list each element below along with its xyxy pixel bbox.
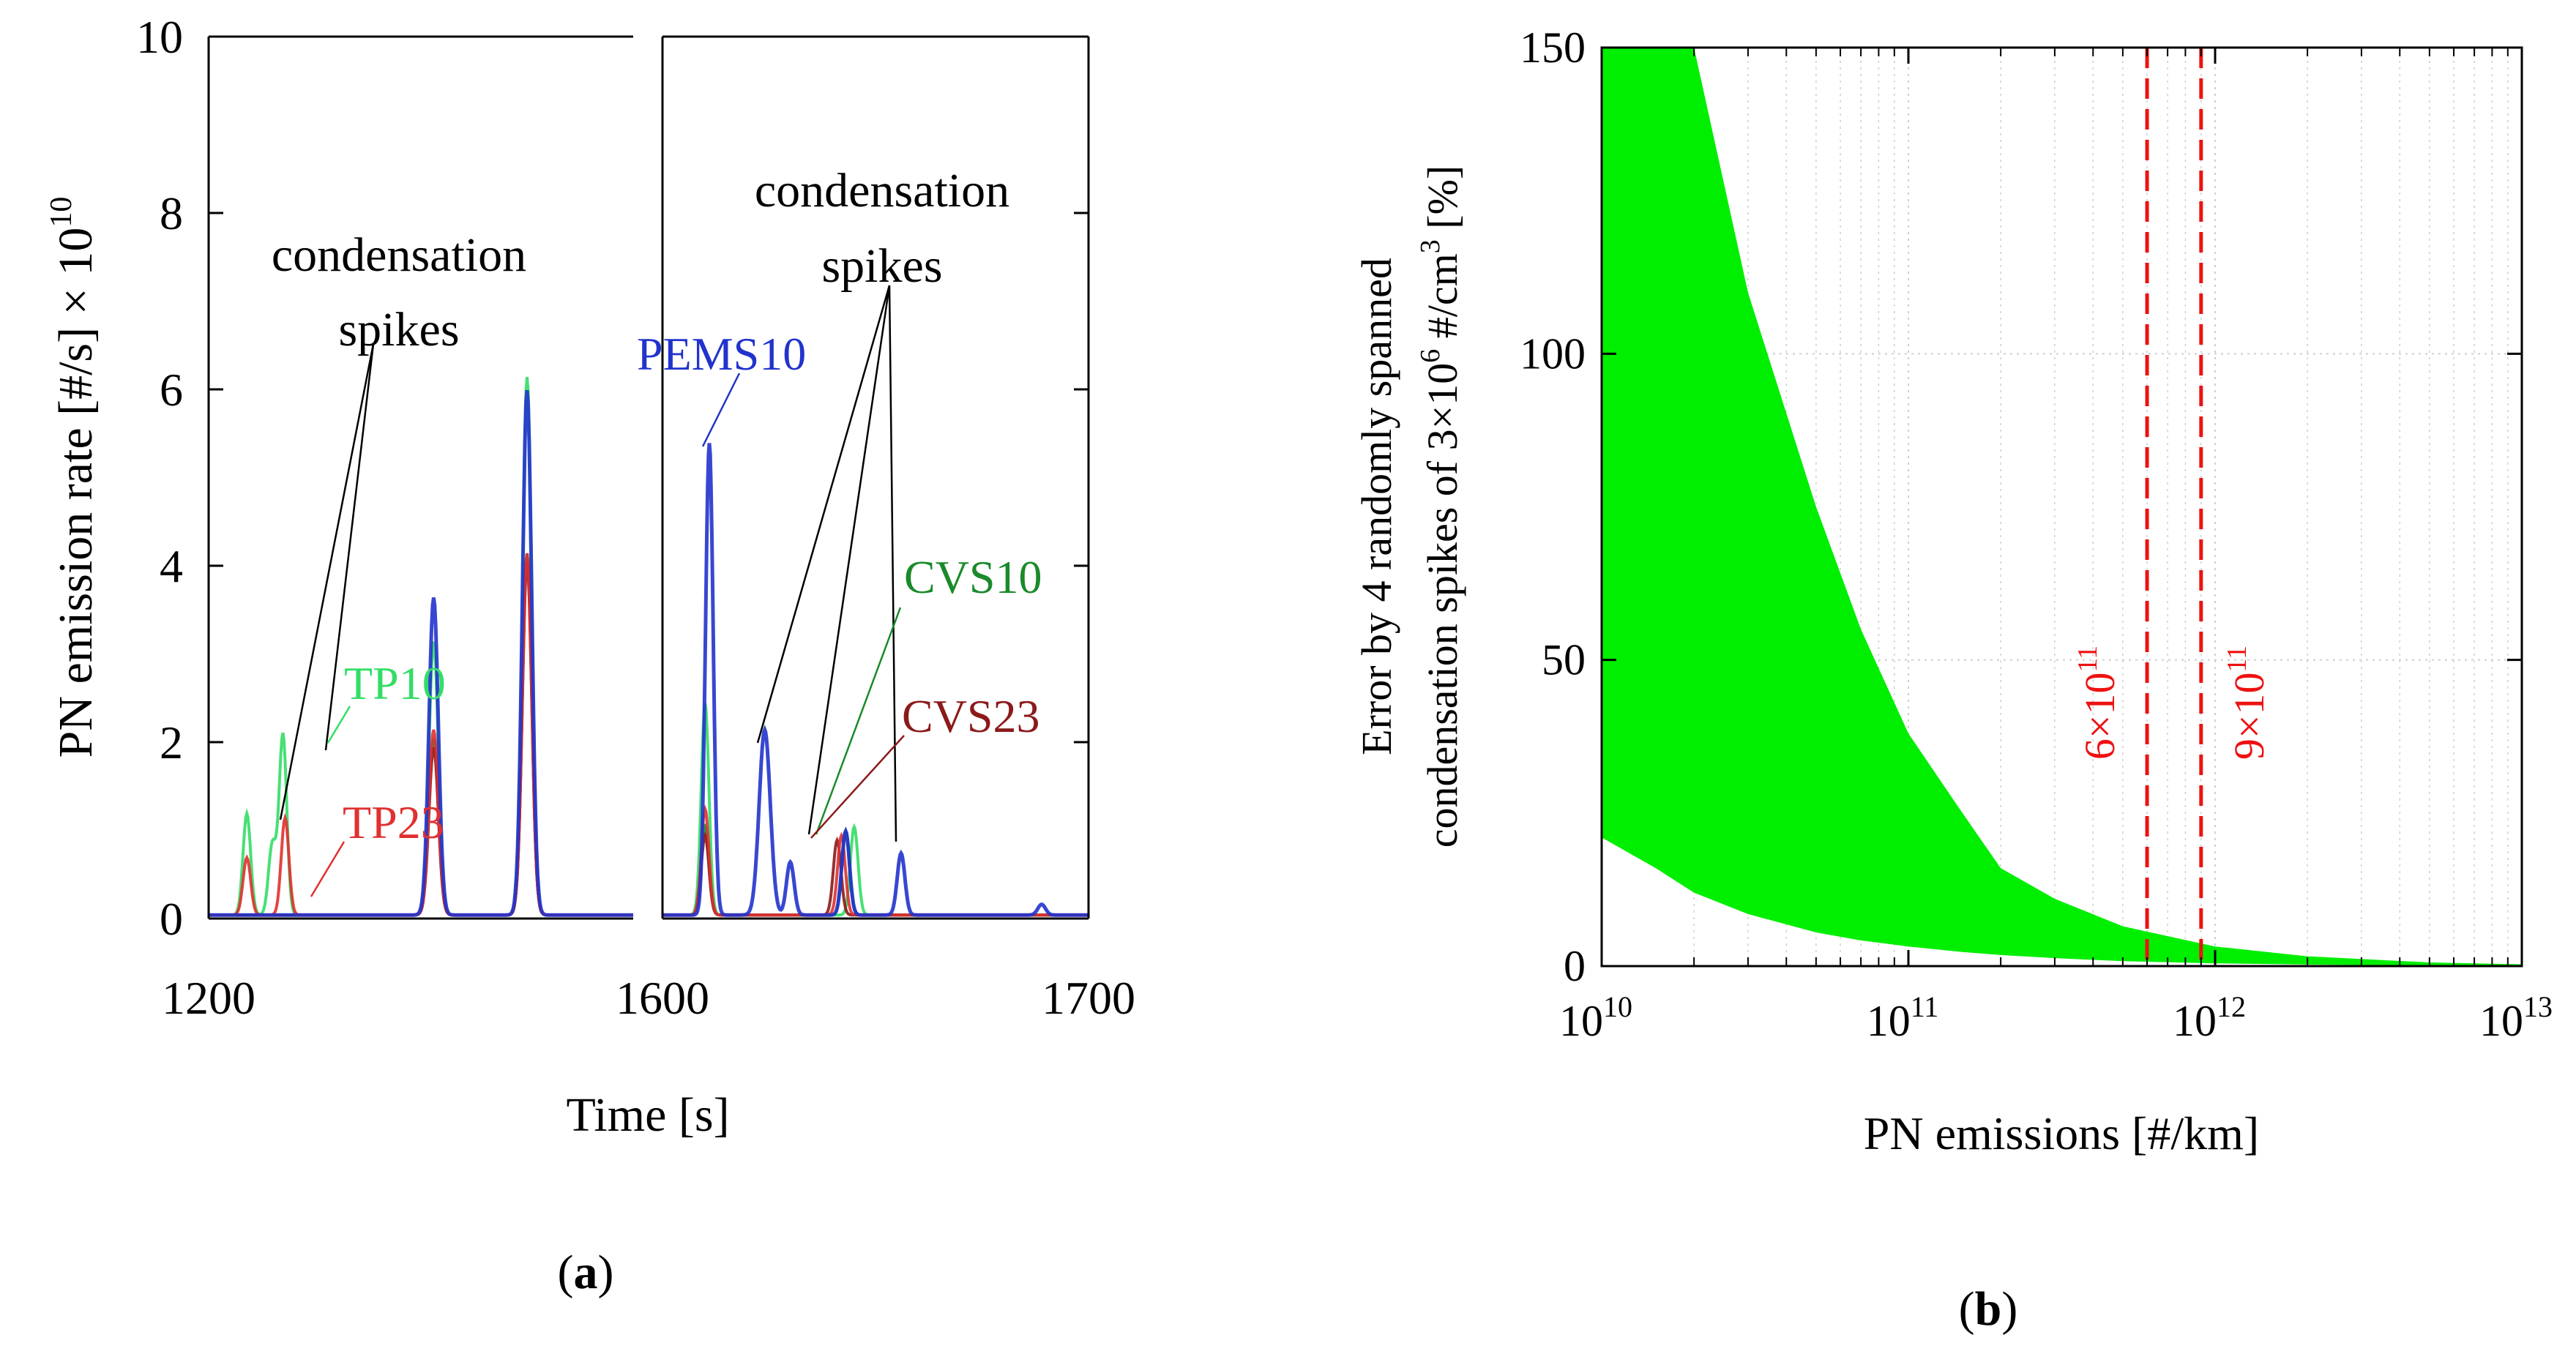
series-line-cvs10 (209, 553, 633, 917)
panel-a-ytick-label: 2 (160, 717, 183, 768)
panel-a-annotation-lines (279, 285, 897, 842)
panel-a-chart: 0 2 4 6 8 10 1200 1600 1700 Time [s] PN emiss… (45, 11, 1135, 1299)
error-band-area (1602, 48, 2522, 966)
series-line-cvs23 (662, 831, 1088, 917)
panel-a-x-label: Time [s] (566, 1088, 729, 1142)
panel-a-y-label: PN emission rate [#/s] × 1010 (45, 197, 102, 758)
left-spike-pointer-2 (324, 343, 375, 751)
right-spike-pointer-1 (756, 285, 891, 744)
panel-b-x-label: PN emissions [#/km] (1864, 1107, 2259, 1159)
panel-b-xtick-label: 1010 (1559, 990, 1632, 1045)
panel-b-ytick-label: 100 (1520, 329, 1586, 378)
panel-b-y-label-line2-group: condensation spikes of 3×106 #/cm3 [%] (1415, 165, 1466, 848)
panel-a-xtick-1600: 1600 (616, 972, 709, 1024)
reference-line-label-group: 6×1011 (2072, 646, 2124, 760)
panel-a-series-group (209, 376, 1088, 917)
reference-line-label-2: 9×1011 (2222, 646, 2273, 760)
series-line-tp23 (209, 553, 633, 917)
panel-a-xtick-1200: 1200 (162, 972, 255, 1024)
panel-b-xtick-label: 1013 (2479, 990, 2553, 1045)
right-annotation-line2: spikes (822, 239, 943, 293)
panel-b-y-label-line1: Error by 4 randomly spanned (1353, 258, 1400, 755)
panel-b-y-label-line2: condensation spikes of 3×106 #/cm3 [%] (1415, 165, 1466, 848)
series-line-pems10 (209, 389, 633, 917)
panel-a-y-ticks: 0 2 4 6 8 10 (136, 11, 1090, 945)
panel-b-xtick-base: 10 (2479, 997, 2523, 1045)
panel-a-ytick-label: 4 (160, 540, 183, 592)
series-line-tp23 (662, 804, 1088, 917)
pems10-pointer (701, 373, 741, 447)
panel-b-label: (b) (1959, 1282, 2018, 1336)
panel-b-xtick-base: 10 (2173, 997, 2217, 1045)
panel-b-xtick-exp: 11 (1911, 990, 1939, 1023)
panel-b-y-label-line1-group: Error by 4 randomly spanned (1353, 258, 1400, 755)
left-annotation-line1: condensation (272, 228, 526, 282)
panel-a-ytick-label: 10 (136, 11, 183, 63)
panel-a-label: (a) (558, 1246, 614, 1299)
series-line-cvs10 (662, 823, 1088, 917)
panel-b-y-ticks: 0 50 100 150 (1520, 23, 2522, 990)
reference-line-label-1: 6×1011 (2072, 646, 2124, 760)
panel-b-xtick-exp: 10 (1603, 990, 1632, 1023)
panel-b-ytick-label: 150 (1520, 23, 1586, 72)
series-line-pems10 (662, 443, 1088, 917)
panel-b-frame (1600, 46, 2523, 968)
pems10-label: PEMS10 (637, 328, 806, 380)
left-annotation-line2: spikes (339, 303, 460, 356)
cvs23-pointer (810, 735, 905, 839)
panel-b-xtick-base: 10 (1867, 997, 1911, 1045)
panel-b-ytick-label: 50 (1542, 636, 1586, 684)
panel-b-xtick-exp: 13 (2523, 990, 2553, 1023)
reference-line-label-group: 9×1011 (2222, 646, 2273, 760)
left-spike-pointer-1 (279, 343, 375, 820)
reference-line-label-exp: 11 (2072, 646, 2103, 673)
panel-a-label-pointers (310, 373, 905, 897)
series-line-cvs23 (209, 561, 633, 917)
panel-b-x-ticks: 1010 1011 1012 1013 (1559, 48, 2553, 1045)
tp23-pointer (310, 841, 346, 897)
panel-a-ytick-label: 6 (160, 364, 183, 416)
panel-b-xtick-exp: 12 (2217, 990, 2246, 1023)
tp10-label: TP10 (344, 657, 446, 709)
panel-a-y-label-group: PN emission rate [#/s] × 1010 (45, 197, 102, 758)
tp10-pointer (326, 706, 351, 744)
right-spike-pointer-3 (888, 285, 897, 842)
panel-b-xtick-label: 1011 (1867, 990, 1939, 1045)
tp23-label: TP23 (343, 796, 444, 848)
panel-a-xtick-1700: 1700 (1042, 972, 1135, 1024)
panel-a-axes (207, 35, 1090, 920)
panel-b-xtick-base: 10 (1559, 997, 1603, 1045)
panel-b-ytick-label: 0 (1564, 942, 1586, 990)
cvs10-pointer (815, 607, 902, 835)
reference-line-label-exp: 11 (2222, 646, 2252, 673)
right-annotation-line1: condensation (755, 164, 1009, 217)
panel-a-ytick-label: 8 (160, 187, 183, 239)
panel-a-ytick-label: 0 (160, 893, 183, 945)
reference-line-label-base: 6×10 (2076, 672, 2124, 760)
panel-b-xtick-label: 1012 (2173, 990, 2246, 1045)
right-spike-pointer-2 (807, 285, 891, 835)
cvs23-label: CVS23 (902, 690, 1040, 742)
reference-line-label-base: 9×10 (2225, 672, 2273, 760)
cvs10-label: CVS10 (904, 551, 1042, 603)
